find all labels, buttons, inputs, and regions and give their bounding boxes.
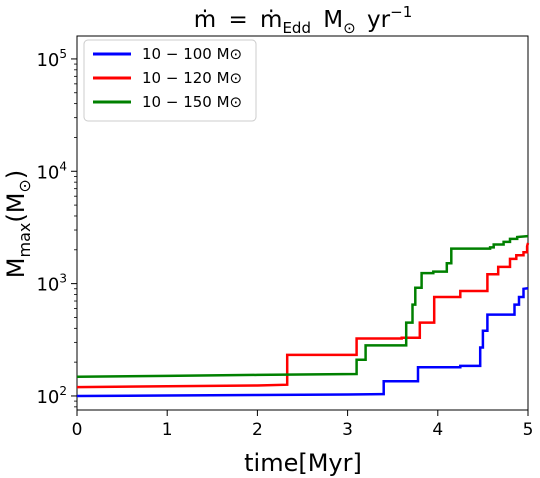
- y-tick-label: 102: [36, 384, 67, 408]
- legend: 10 − 100 M⊙ 10 − 120 M⊙ 10 − 150 M⊙: [83, 39, 257, 122]
- chart-title: ṁ = ṁEdd M⊙ yr−1: [194, 3, 413, 39]
- plot-frame: [76, 35, 529, 411]
- y-axis-label: Mmax(M⊙): [2, 170, 34, 278]
- y-tick-label: 104: [36, 159, 67, 183]
- series-layer: [76, 234, 530, 398]
- series-line-1: [76, 286, 529, 398]
- x-tick-label: 2: [252, 420, 263, 440]
- x-tick-label: 4: [432, 420, 443, 440]
- legend-label-2: 10 − 120 M⊙: [142, 69, 242, 87]
- ticks-layer: 0 1 2 3 4 5 102 103 104 105: [36, 47, 533, 440]
- x-tick-label: 3: [342, 420, 353, 440]
- x-tick-label: 5: [523, 420, 534, 440]
- x-tick-label: 0: [72, 420, 83, 440]
- series-line-2: [76, 242, 530, 389]
- legend-label-1: 10 − 100 M⊙: [142, 45, 242, 63]
- x-tick-label: 1: [162, 420, 173, 440]
- x-axis-label: time[Myr]: [244, 449, 362, 477]
- series-line-3: [76, 234, 529, 379]
- y-tick-label: 103: [36, 272, 67, 296]
- legend-label-3: 10 − 150 M⊙: [142, 93, 242, 111]
- y-tick-label: 105: [36, 47, 67, 71]
